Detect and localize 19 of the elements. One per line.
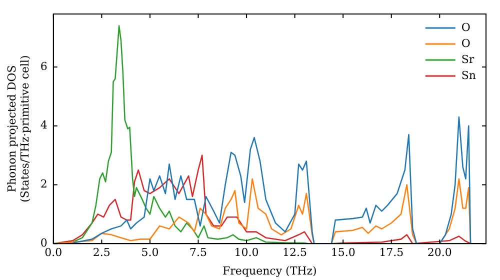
x-tick-label: 10.0: [234, 246, 259, 260]
y-tick-label: 0: [40, 236, 48, 250]
y-axis-title: Phonon projected DOS (States/THz·primitive cell): [5, 55, 32, 202]
legend-label: Sn: [461, 68, 476, 82]
x-tick-label: 15.0: [330, 246, 356, 260]
x-tick-label: 12.5: [282, 246, 308, 260]
legend-label: Sr: [461, 52, 475, 66]
x-tick-label: 17.5: [379, 246, 404, 260]
legend-label: O: [461, 20, 470, 34]
x-tick-label: 5.0: [141, 246, 159, 260]
y-tick-label: 2: [40, 178, 48, 191]
x-tick-label: 2.5: [92, 246, 110, 260]
x-tick-label: 7.5: [189, 246, 207, 260]
legend-label: O: [461, 36, 470, 50]
x-tick-label: 0.0: [44, 246, 62, 260]
x-axis-title: Frequency (THz): [222, 264, 317, 278]
x-tick-label: 20.0: [427, 246, 452, 260]
y-tick-label: 6: [40, 60, 48, 73]
y-tick-label: 4: [40, 118, 48, 132]
